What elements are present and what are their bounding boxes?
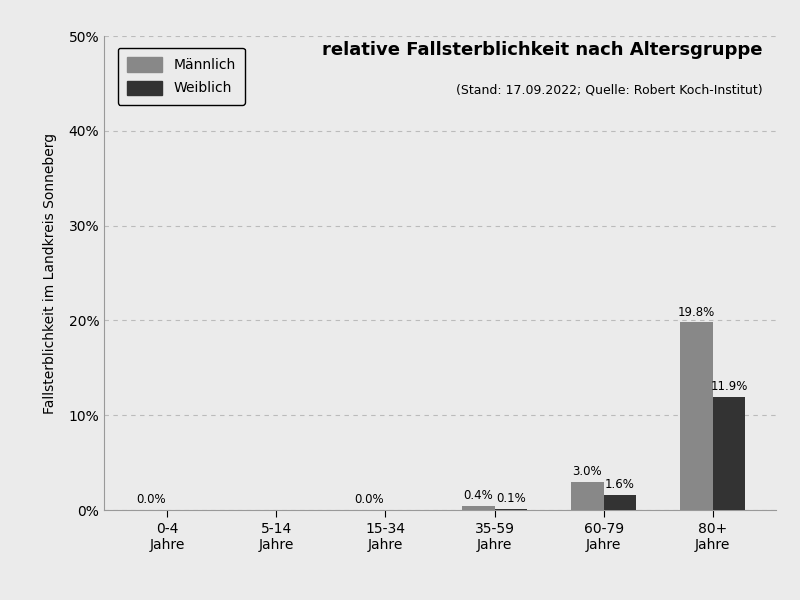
Text: 1.6%: 1.6% [605,478,635,491]
Text: 19.8%: 19.8% [678,305,715,319]
Text: 11.9%: 11.9% [710,380,748,394]
Bar [680,322,713,510]
Text: relative Fallsterblichkeit nach Altersgruppe: relative Fallsterblichkeit nach Altersgr… [322,41,762,59]
Y-axis label: Fallsterblichkeit im Landkreis Sonneberg: Fallsterblichkeit im Landkreis Sonneberg [43,133,58,413]
Text: 0.0%: 0.0% [354,493,384,506]
Text: 0.4%: 0.4% [463,490,493,502]
Text: 0.0%: 0.0% [136,493,166,506]
Text: 3.0%: 3.0% [573,465,602,478]
Text: (Stand: 17.09.2022; Quelle: Robert Koch-Institut): (Stand: 17.09.2022; Quelle: Robert Koch-… [456,83,762,97]
Bar [571,482,604,510]
Bar [713,397,746,510]
Text: 0.1%: 0.1% [496,492,526,505]
Bar [494,509,527,510]
Bar [462,506,494,510]
Legend: Männlich, Weiblich: Männlich, Weiblich [118,47,245,105]
Bar [604,495,636,510]
